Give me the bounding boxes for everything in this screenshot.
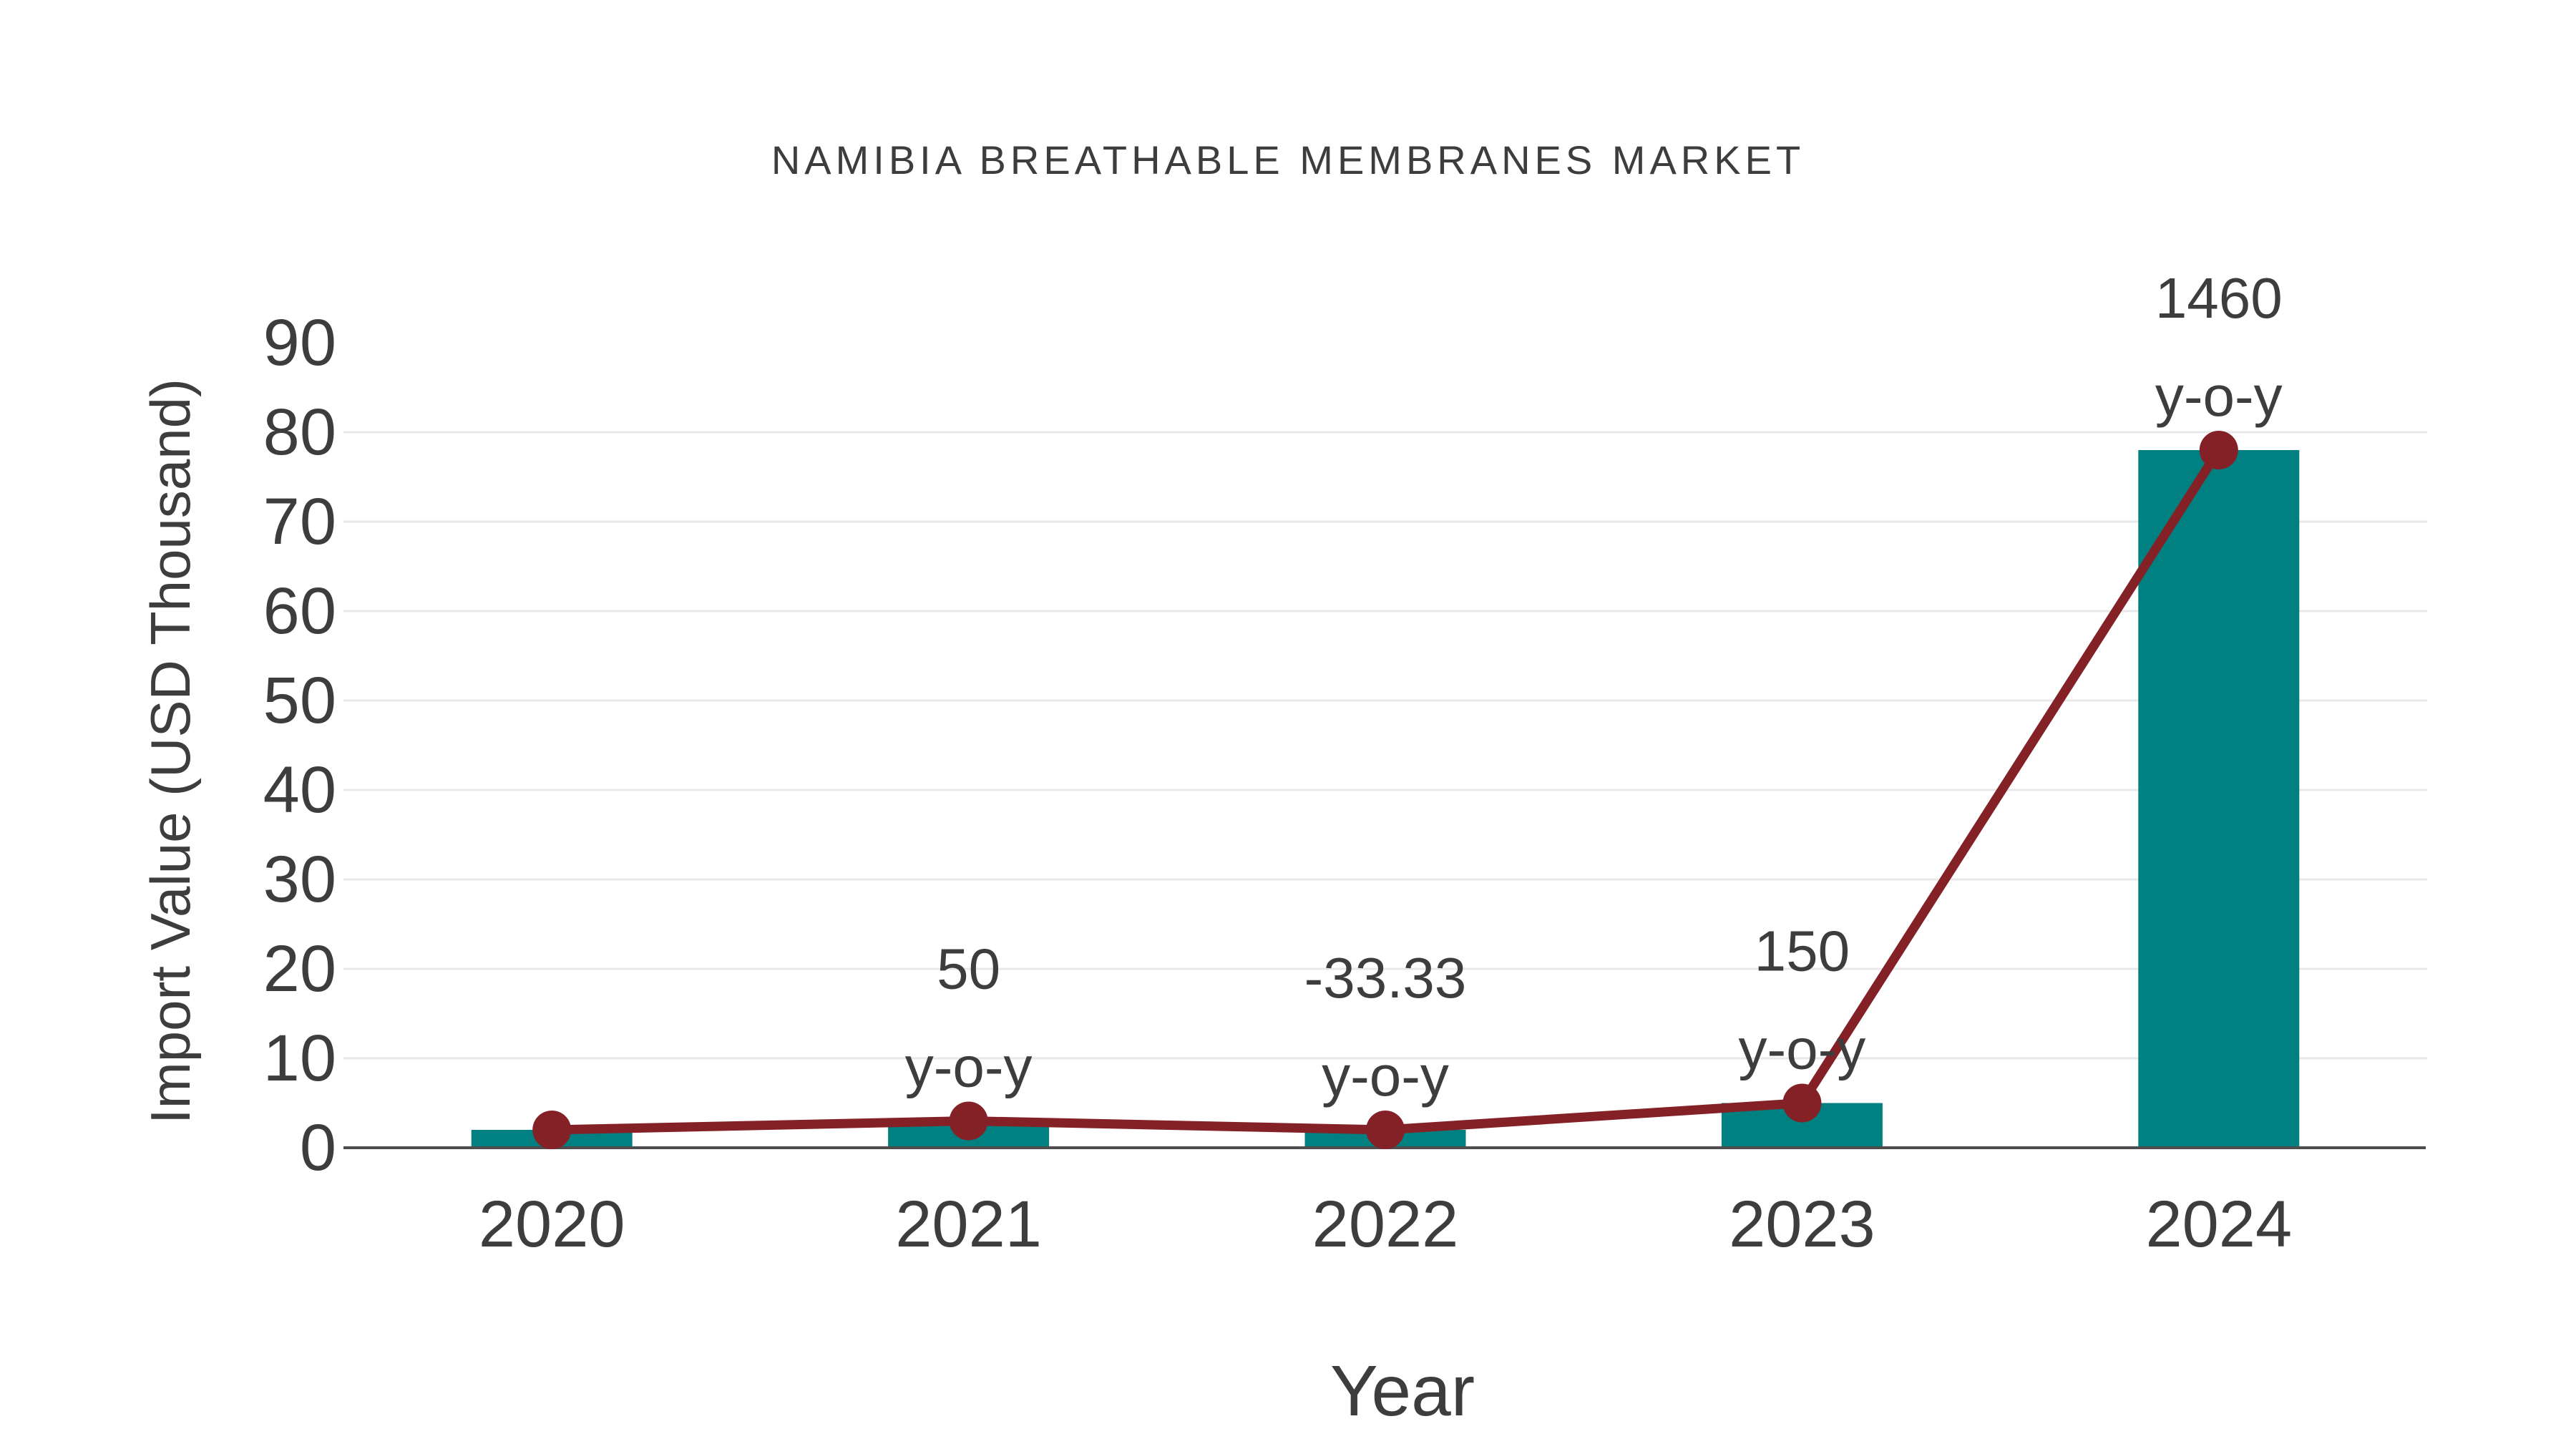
bar-2024[interactable] (2138, 450, 2300, 1148)
y-tick-90: 90 (263, 306, 336, 379)
marker-2023[interactable] (1782, 1083, 1822, 1123)
x-tick-2022: 2022 (1312, 1188, 1459, 1261)
annotation-2021: 50 y-o-y (905, 937, 1033, 1099)
marker-2024[interactable] (2199, 431, 2238, 469)
annotation-2022-value: -33.33 (1304, 946, 1467, 1010)
y-tick-labels: 0 10 20 30 40 50 60 70 80 90 (263, 306, 336, 1184)
y-tick-0: 0 (300, 1111, 336, 1184)
chart-title: NAMIBIA BREATHABLE MEMBRANES MARKET (771, 137, 1805, 182)
y-tick-20: 20 (263, 932, 336, 1005)
marker-2020[interactable] (532, 1111, 572, 1149)
marker-2021[interactable] (949, 1101, 988, 1141)
y-tick-70: 70 (263, 485, 336, 558)
x-tick-2021: 2021 (895, 1188, 1042, 1261)
annotation-2021-unit: y-o-y (905, 1035, 1033, 1099)
x-axis-title: Year (1330, 1351, 1475, 1431)
annotation-2023: 150 y-o-y (1739, 919, 1866, 1081)
y-tick-40: 40 (263, 753, 336, 826)
annotation-2024-unit: y-o-y (2155, 364, 2283, 428)
y-tick-30: 30 (263, 843, 336, 916)
y-tick-60: 60 (263, 575, 336, 648)
annotation-2024-value: 1460 (2155, 266, 2283, 330)
annotation-2022-unit: y-o-y (1322, 1044, 1449, 1108)
gridlines (343, 431, 2427, 1060)
annotation-2023-value: 150 (1755, 919, 1850, 983)
x-tick-2020: 2020 (479, 1188, 625, 1261)
x-tick-2024: 2024 (2145, 1188, 2292, 1261)
y-tick-50: 50 (263, 664, 336, 737)
annotation-2024: 1460 y-o-y (2155, 266, 2283, 428)
annotation-2022: -33.33 y-o-y (1304, 946, 1467, 1108)
x-tick-labels: 2020 2021 2022 2023 2024 (479, 1188, 2292, 1261)
y-tick-10: 10 (263, 1022, 336, 1095)
marker-2022[interactable] (1366, 1111, 1405, 1149)
annotation-2021-value: 50 (937, 937, 1000, 1001)
annotations: 50 y-o-y -33.33 y-o-y 150 y-o-y 1460 y-o-y (905, 266, 2283, 1108)
annotation-2023-unit: y-o-y (1739, 1018, 1866, 1081)
x-tick-2023: 2023 (1729, 1188, 1875, 1261)
y-tick-80: 80 (263, 396, 336, 469)
y-axis-title: Import Value (USD Thousand) (139, 379, 202, 1124)
bar-series (471, 450, 2300, 1148)
line-series (532, 431, 2238, 1149)
